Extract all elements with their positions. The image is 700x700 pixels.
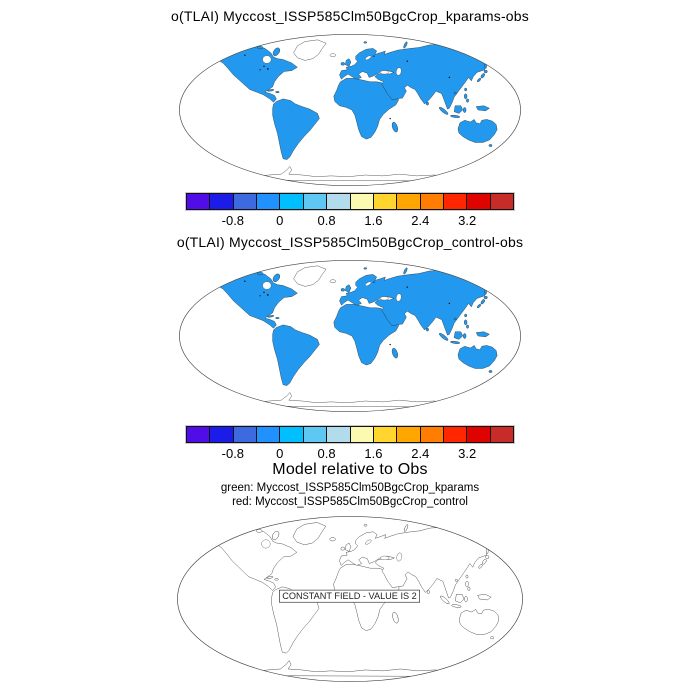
colorbar-segment: [187, 194, 211, 209]
colorbar-tick-label: 1.6: [364, 446, 383, 461]
colorbar-segment: [327, 194, 351, 209]
constant-field-box: CONSTANT FIELD - VALUE IS 2: [279, 589, 420, 603]
colorbar-tick-label: 3.2: [458, 446, 477, 461]
colorbar-segment: [397, 427, 421, 442]
bias-map-control: [178, 259, 522, 413]
panel3-subtitle-green: green: Myccost_ISSP585Clm50BgcCrop_kpara…: [220, 482, 480, 494]
map-boundary: [179, 259, 521, 413]
colorbar-segment: [210, 427, 234, 442]
colorbar-segment: [187, 427, 211, 442]
colorbar-segment: [350, 194, 374, 209]
colorbar-segment: [420, 194, 444, 209]
panel2-title: o(TLAI) Myccost_ISSP585Clm50BgcCrop_cont…: [176, 234, 524, 250]
colorbar-segment: [210, 194, 234, 209]
colorbar-segment: [467, 427, 491, 442]
colorbar-segment: [373, 427, 398, 442]
constant-field-label: CONSTANT FIELD - VALUE IS 2: [282, 591, 417, 601]
colorbar-segment: [397, 194, 421, 209]
colorbar-segment: [490, 194, 514, 209]
colorbar-segment: [467, 194, 491, 209]
colorbar-labels: -0.8 0 0.8 1.6 2.4 3.2: [186, 213, 514, 231]
colorbar-segment: [280, 427, 304, 442]
outline-map-relative: CONSTANT FIELD - VALUE IS 2: [176, 515, 524, 683]
colorbar-boxes: [185, 192, 515, 211]
colorbar-control: -0.8 0 0.8 1.6 2.4 3.2: [185, 425, 515, 464]
panel1-title: o(TLAI) Myccost_ISSP585Clm50BgcCrop_kpar…: [171, 8, 529, 24]
panel3-title: Model relative to Obs: [272, 461, 428, 478]
colorbar-segment: [280, 194, 304, 209]
colorbar-tick-label: 3.2: [458, 213, 477, 228]
colorbar-boxes: [185, 425, 515, 444]
colorbar-segment: [443, 427, 468, 442]
colorbar-tick-label: 0: [276, 213, 284, 228]
colorbar-tick-label: -0.8: [221, 213, 245, 228]
colorbar-segment: [443, 194, 468, 209]
colorbar-tick-label: 2.4: [411, 213, 430, 228]
colorbar-tick-label: 0.8: [317, 213, 336, 228]
colorbar-segment: [303, 427, 328, 442]
colorbar-segment: [490, 427, 514, 442]
colorbar-segment: [257, 194, 281, 209]
colorbar-segment: [350, 427, 374, 442]
colorbar-segment: [233, 427, 258, 442]
colorbar-segment: [420, 427, 444, 442]
panel3-subtitle-red: red: Myccost_ISSP585Clm50BgcCrop_control: [232, 496, 468, 508]
colorbar-labels: -0.8 0 0.8 1.6 2.4 3.2: [186, 446, 514, 464]
colorbar-segment: [327, 427, 351, 442]
colorbar-kparams: -0.8 0 0.8 1.6 2.4 3.2: [185, 192, 515, 231]
colorbar-segment: [233, 194, 258, 209]
colorbar-tick-label: 2.4: [411, 446, 430, 461]
colorbar-tick-label: 0: [276, 446, 284, 461]
colorbar-tick-label: 1.6: [364, 213, 383, 228]
colorbar-segment: [373, 194, 398, 209]
bias-map-kparams: [178, 33, 522, 187]
map-boundary: [179, 33, 521, 187]
map-boundary: [177, 516, 523, 682]
colorbar-tick-label: -0.8: [221, 446, 245, 461]
colorbar-segment: [303, 194, 328, 209]
colorbar-tick-label: 0.8: [317, 446, 336, 461]
colorbar-segment: [257, 427, 281, 442]
